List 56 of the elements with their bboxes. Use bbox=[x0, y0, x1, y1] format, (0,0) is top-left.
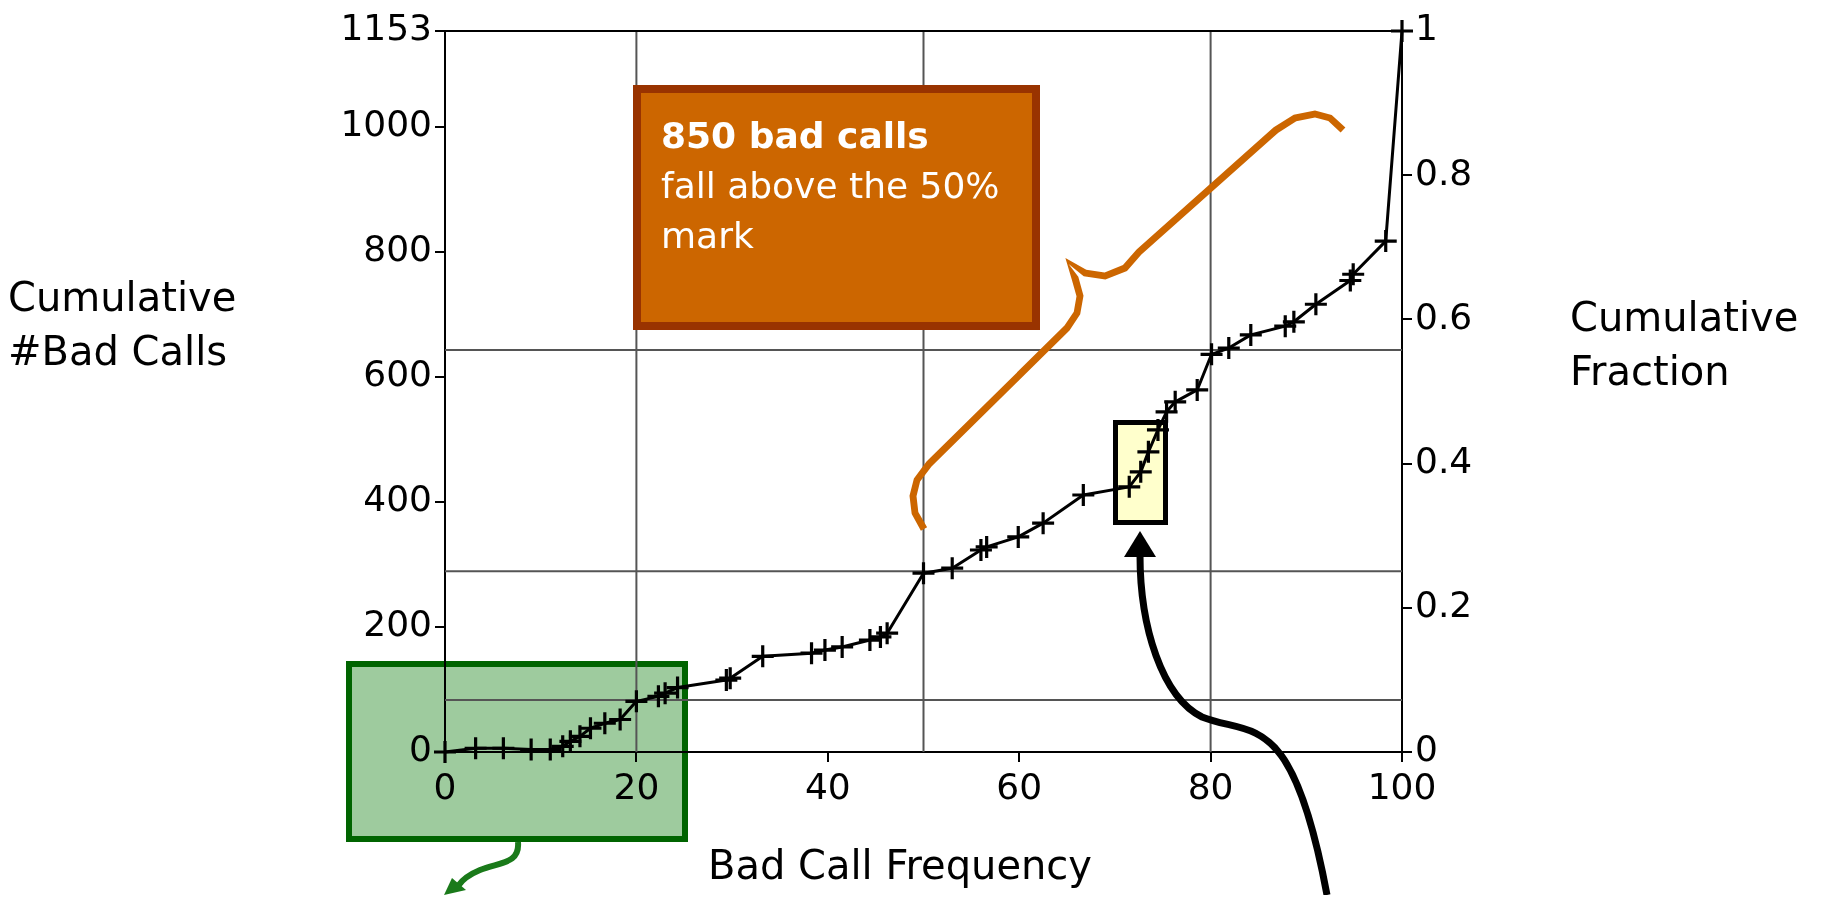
y-tick-label: 1000 bbox=[340, 103, 432, 145]
y-axis-title: Cumulative #Bad Calls bbox=[8, 273, 238, 376]
point bbox=[1137, 440, 1160, 463]
callout-box: 850 bad calls fall above the 50% mark bbox=[633, 85, 1040, 330]
point bbox=[912, 562, 935, 585]
x-tick-label: 80 bbox=[1187, 765, 1234, 807]
point bbox=[593, 712, 616, 735]
point bbox=[876, 622, 899, 645]
point bbox=[434, 741, 456, 763]
point bbox=[1007, 525, 1030, 548]
point bbox=[666, 676, 689, 699]
point bbox=[492, 737, 515, 760]
annotation: 850 bad calls bbox=[661, 114, 930, 158]
point bbox=[464, 737, 487, 760]
point bbox=[579, 717, 602, 740]
point bbox=[1186, 378, 1209, 401]
point bbox=[751, 645, 774, 668]
point bbox=[941, 557, 964, 580]
point bbox=[1129, 460, 1152, 483]
point bbox=[1164, 390, 1187, 413]
y-tick-label: 800 bbox=[363, 228, 432, 270]
x-tick-label: 60 bbox=[996, 765, 1043, 807]
y2-tick-label: 0.4 bbox=[1415, 439, 1473, 481]
y-tick-label: 0 bbox=[409, 728, 432, 770]
y2-axis-title: Cumulative Fraction bbox=[1570, 293, 1800, 396]
point bbox=[625, 690, 648, 713]
y-tick-label: 600 bbox=[363, 353, 432, 395]
y2-tick-label: 1 bbox=[1415, 7, 1438, 49]
y-tick-label: 400 bbox=[363, 478, 432, 520]
x-tick-label: 20 bbox=[613, 765, 660, 807]
point bbox=[1072, 483, 1095, 506]
x-axis-title: Bad Call Frequency bbox=[706, 841, 1094, 890]
point bbox=[1032, 512, 1055, 535]
y2-tick-label: 0.8 bbox=[1415, 151, 1473, 193]
y-tick-label: 200 bbox=[363, 603, 432, 645]
annotation: fall above the 50% mark bbox=[661, 164, 1001, 258]
point bbox=[831, 635, 854, 658]
point bbox=[1304, 293, 1327, 316]
point bbox=[1217, 337, 1240, 360]
point bbox=[813, 639, 836, 662]
point bbox=[1146, 418, 1169, 441]
point bbox=[1118, 475, 1141, 498]
point bbox=[1374, 230, 1397, 253]
point bbox=[1200, 343, 1223, 366]
y2-tick-label: 0.6 bbox=[1415, 295, 1473, 337]
point bbox=[609, 708, 632, 731]
point bbox=[1282, 310, 1305, 333]
point bbox=[1239, 323, 1262, 346]
y-tick-label: 1153 bbox=[340, 7, 432, 49]
point bbox=[800, 642, 823, 665]
y2-tick-label: 0.2 bbox=[1415, 584, 1473, 626]
point bbox=[1391, 20, 1413, 42]
point bbox=[654, 682, 677, 705]
x-tick-label: 40 bbox=[804, 765, 851, 807]
point bbox=[1342, 263, 1365, 286]
point bbox=[975, 535, 998, 558]
